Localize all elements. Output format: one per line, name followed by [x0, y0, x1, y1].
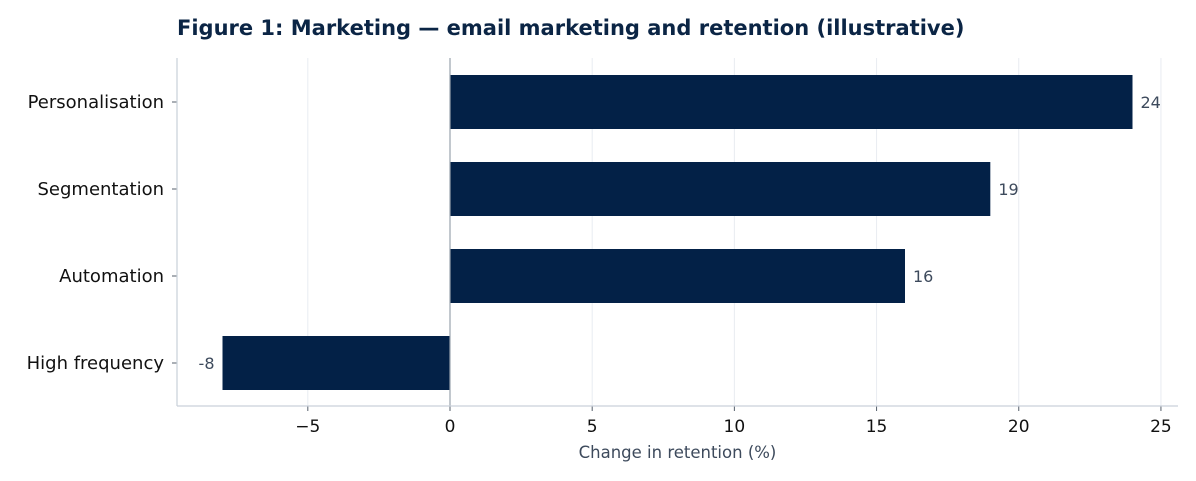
x-tick-label: 10	[724, 417, 746, 437]
value-label: 19	[998, 180, 1018, 199]
x-tick-label: 0	[445, 417, 456, 437]
x-tick-label: 15	[866, 417, 888, 437]
category-label: Automation	[59, 266, 164, 287]
value-label: 24	[1141, 93, 1161, 112]
category-label: High frequency	[27, 353, 165, 374]
axes	[172, 58, 1178, 411]
bar	[450, 162, 991, 216]
x-tick-label: 20	[1008, 417, 1030, 437]
x-tick-label: 5	[587, 417, 598, 437]
bars	[222, 75, 1133, 390]
bar	[450, 75, 1133, 129]
value-label: 16	[913, 267, 933, 286]
x-tick-label: 25	[1150, 417, 1172, 437]
x-axis-title: Change in retention (%)	[579, 443, 777, 462]
chart-title: Figure 1: Marketing — email marketing an…	[177, 16, 965, 40]
bar	[222, 336, 450, 390]
category-label: Personalisation	[28, 92, 164, 113]
bar	[450, 249, 905, 303]
x-tick-label: −5	[295, 417, 320, 437]
labels: −5 0 5 10 15 20 25 24 Personalisation 19 Segmentat…	[27, 92, 1172, 437]
value-label: -8	[199, 354, 215, 373]
category-label: Segmentation	[37, 179, 164, 200]
